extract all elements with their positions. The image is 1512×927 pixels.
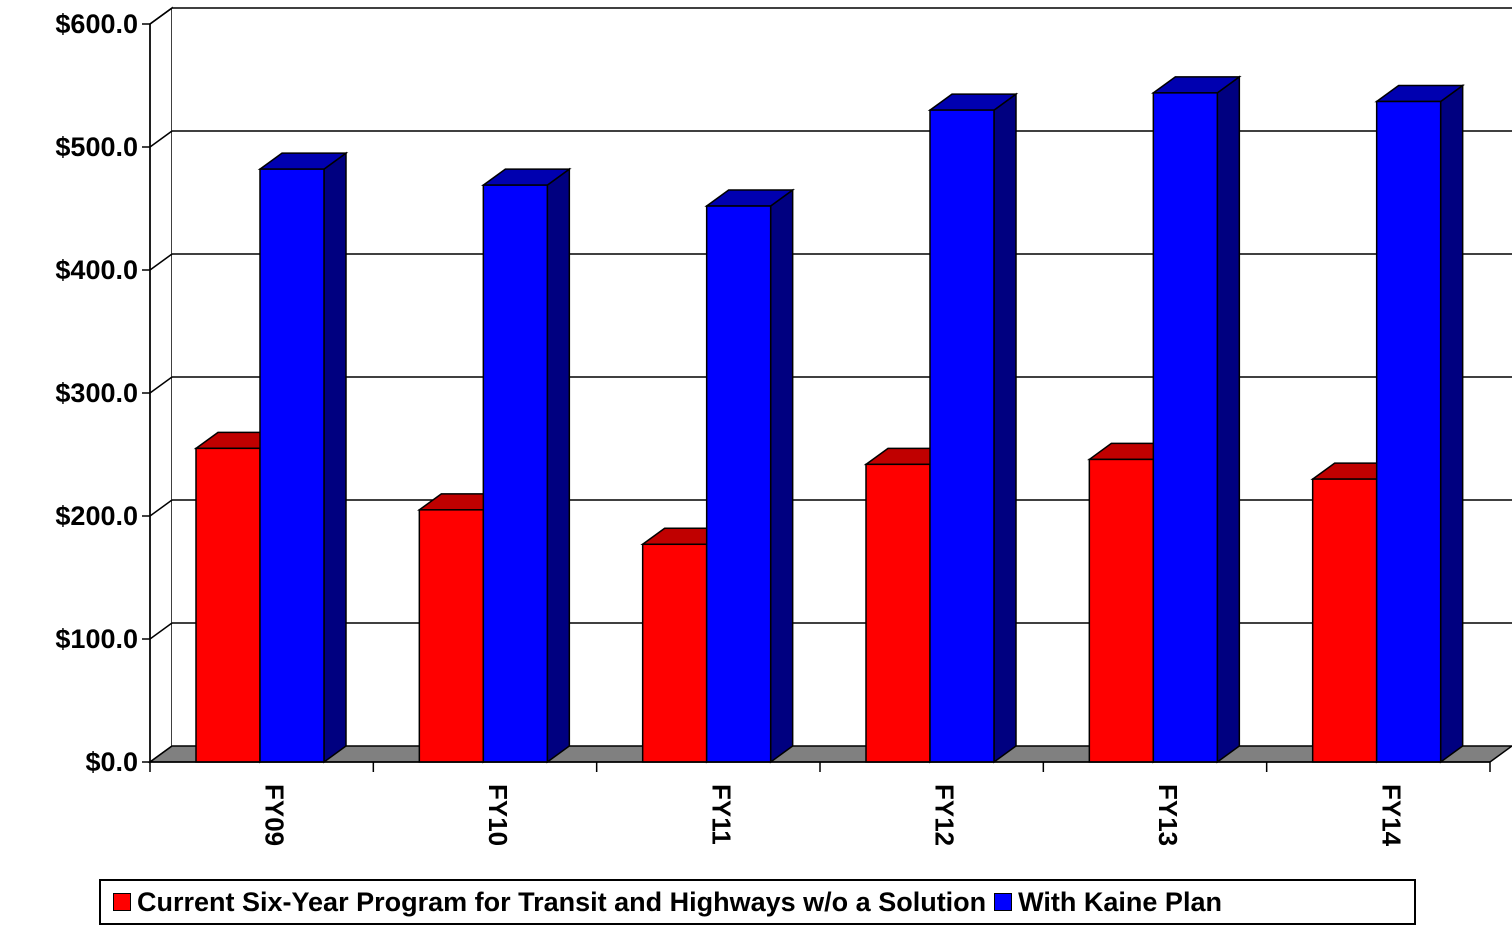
y-tick-label: $500.0 (55, 132, 138, 162)
x-tick-label-fy12: FY12 (930, 784, 960, 846)
y-tick-label: $200.0 (55, 501, 138, 531)
gridline-side (149, 376, 173, 394)
bar-front-face (1375, 100, 1442, 763)
bar-front-face (641, 543, 708, 763)
bar-front-face (195, 447, 261, 763)
bar-front-face (929, 109, 995, 763)
axes (142, 23, 1491, 772)
chart-floor (147, 745, 1512, 763)
legend-label-series-2: With Kaine Plan (1018, 886, 1222, 917)
gridlines (149, 7, 1512, 640)
bar-front-face (482, 184, 549, 763)
x-tick-label-fy13: FY13 (1153, 784, 1183, 846)
x-tick-label-fy09: FY09 (260, 784, 290, 846)
x-axis-tick-labels: FY09 FY10 FY11 FY12 FY13 FY14 (260, 784, 1407, 847)
y-tick-label: $600.0 (55, 9, 138, 39)
bar-fy09-series-2 (257, 151, 349, 764)
bars (193, 75, 1465, 764)
gridline-side (149, 253, 173, 271)
bar-front-face (259, 168, 325, 763)
bar-fy12-series-2 (927, 92, 1019, 764)
bar-front-face (705, 205, 772, 763)
bar-front-face (1088, 458, 1155, 763)
bar-fy14-series-2 (1374, 84, 1465, 764)
bar-front-face (1152, 92, 1219, 763)
bar-front-face (418, 509, 485, 763)
legend-item-series-1: Current Six-Year Program for Transit and… (113, 887, 986, 918)
bar-chart: $0.0 $100.0 $200.0 $300.0 $400.0 $500.0 $600.0… (55, 6, 1512, 847)
bar-fy13-series-2 (1151, 75, 1242, 764)
y-tick-label: $0.0 (85, 747, 138, 777)
bar-side-face (1216, 75, 1241, 764)
gridline-side (149, 7, 173, 25)
gridline-side (149, 130, 173, 148)
bar-side-face (993, 92, 1017, 764)
bar-front-face (1311, 478, 1378, 763)
y-tick-label: $400.0 (55, 255, 138, 285)
bar-front-face (865, 463, 931, 763)
x-tick-label-fy11: FY11 (706, 784, 736, 845)
x-tick-label-fy14: FY14 (1376, 784, 1406, 847)
bar-side-face (323, 151, 347, 764)
y-tick-label: $300.0 (55, 378, 138, 408)
legend-item-series-2: With Kaine Plan (994, 887, 1222, 918)
y-axis-tick-labels: $0.0 $100.0 $200.0 $300.0 $400.0 $500.0 $600.0 (55, 9, 138, 777)
y-tick-label: $100.0 (55, 624, 138, 654)
legend: Current Six-Year Program for Transit and… (99, 879, 1416, 925)
legend-swatch-series-1 (113, 893, 131, 911)
bar-side-face (546, 167, 571, 764)
legend-swatch-series-2 (994, 893, 1013, 911)
gridline-side (149, 622, 173, 640)
bar-fy10-series-2 (481, 167, 572, 764)
bar-fy11-series-2 (704, 188, 795, 764)
legend-label-series-1: Current Six-Year Program for Transit and… (137, 886, 987, 917)
chart-walls (149, 6, 1512, 764)
bar-side-face (769, 188, 794, 764)
x-tick-label-fy10: FY10 (483, 784, 513, 846)
floor (147, 745, 1512, 763)
bar-side-face (1439, 84, 1464, 764)
gridline-side (149, 499, 173, 517)
